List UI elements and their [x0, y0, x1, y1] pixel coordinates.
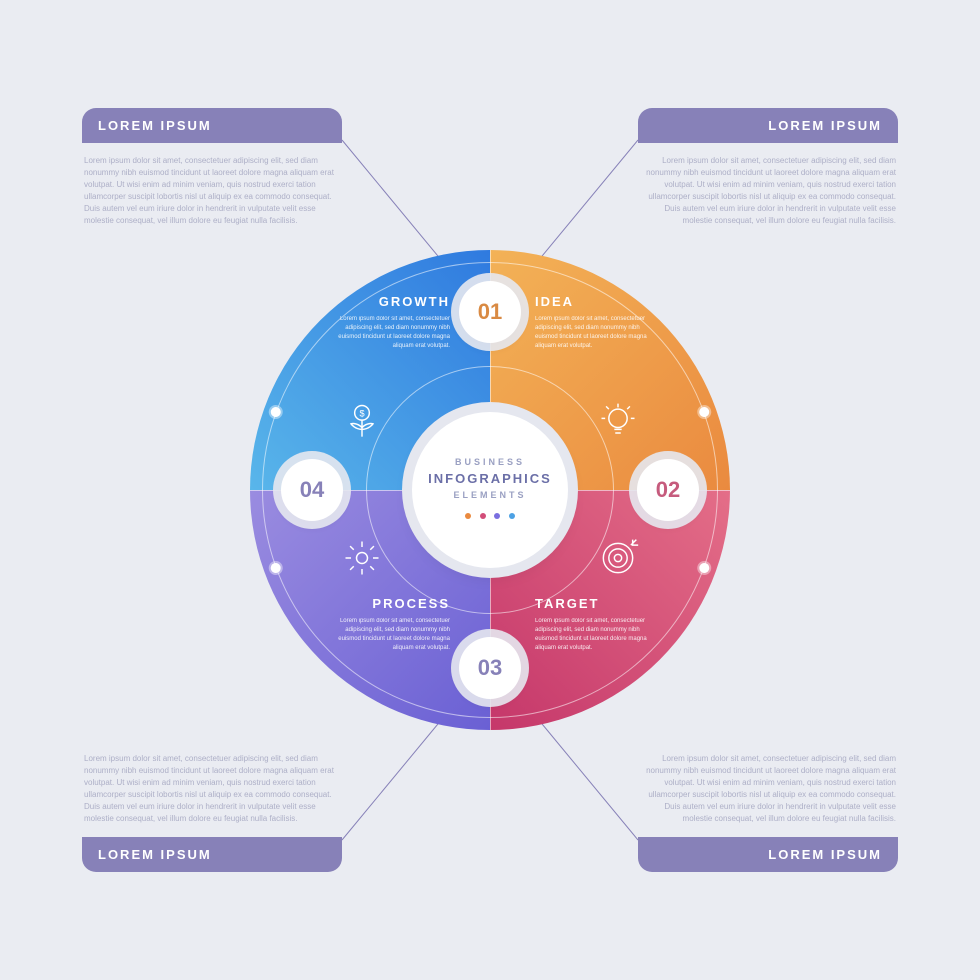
segment-label-growth: GROWTH Lorem ipsum dolor sit amet, conse… [310, 294, 450, 351]
segment-title: TARGET [535, 596, 675, 611]
target-icon [594, 534, 642, 582]
segment-title: PROCESS [310, 596, 450, 611]
hub-dots [463, 506, 516, 524]
corner-box-br: Lorem ipsum dolor sit amet, consectetuer… [638, 741, 898, 872]
segment-label-process: PROCESS Lorem ipsum dolor sit amet, cons… [310, 596, 450, 653]
number-badge-04: 04 [281, 459, 343, 521]
segment-mini: Lorem ipsum dolor sit amet, consectetuer… [535, 617, 655, 653]
segment-label-idea: IDEA Lorem ipsum dolor sit amet, consect… [535, 294, 675, 351]
svg-text:$: $ [359, 409, 364, 419]
lightbulb-icon [594, 398, 642, 446]
number-badge-02: 02 [637, 459, 699, 521]
segment-title: GROWTH [310, 294, 450, 309]
segment-mini: Lorem ipsum dolor sit amet, consectetuer… [330, 617, 450, 653]
gear-icon [338, 534, 386, 582]
infographic-canvas: LOREM IPSUM Lorem ipsum dolor sit amet, … [0, 0, 980, 980]
hub-line3: ELEMENTS [453, 490, 526, 500]
number-badge-01: 01 [459, 281, 521, 343]
corner-box-tl: LOREM IPSUM Lorem ipsum dolor sit amet, … [82, 108, 342, 239]
number-badge-03: 03 [459, 637, 521, 699]
corner-title: LOREM IPSUM [638, 108, 898, 143]
segment-mini: Lorem ipsum dolor sit amet, consectetuer… [330, 315, 450, 351]
corner-box-tr: LOREM IPSUM Lorem ipsum dolor sit amet, … [638, 108, 898, 239]
corner-box-bl: Lorem ipsum dolor sit amet, consectetuer… [82, 741, 342, 872]
corner-body: Lorem ipsum dolor sit amet, consectetuer… [82, 741, 342, 837]
segment-mini: Lorem ipsum dolor sit amet, consectetuer… [535, 315, 655, 351]
center-hub: BUSINESS INFOGRAPHICS ELEMENTS [412, 412, 568, 568]
plant-dollar-icon: $ [338, 398, 386, 446]
corner-title: LOREM IPSUM [82, 837, 342, 872]
corner-title: LOREM IPSUM [638, 837, 898, 872]
segment-title: IDEA [535, 294, 675, 309]
hub-line1: BUSINESS [455, 457, 525, 467]
hub-line2: INFOGRAPHICS [428, 471, 552, 486]
circular-diagram: IDEA Lorem ipsum dolor sit amet, consect… [250, 250, 730, 730]
corner-title: LOREM IPSUM [82, 108, 342, 143]
corner-body: Lorem ipsum dolor sit amet, consectetuer… [638, 741, 898, 837]
segment-label-target: TARGET Lorem ipsum dolor sit amet, conse… [535, 596, 675, 653]
corner-body: Lorem ipsum dolor sit amet, consectetuer… [82, 143, 342, 239]
corner-body: Lorem ipsum dolor sit amet, consectetuer… [638, 143, 898, 239]
